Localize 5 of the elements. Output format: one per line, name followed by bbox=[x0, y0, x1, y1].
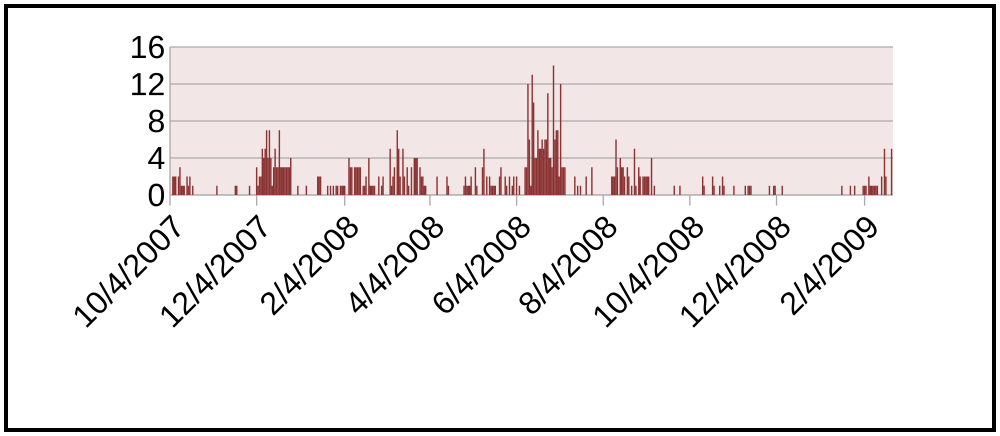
y-tick-label: 4 bbox=[148, 146, 164, 170]
y-tick-label: 12 bbox=[132, 72, 164, 96]
y-tick-label: 8 bbox=[148, 110, 164, 132]
y-tick-label: 16 bbox=[132, 36, 164, 58]
y-tick-label: 0 bbox=[148, 184, 164, 206]
